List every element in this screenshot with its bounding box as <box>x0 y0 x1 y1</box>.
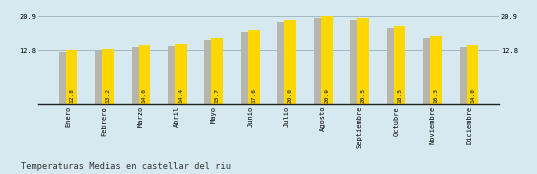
Bar <box>460 48 471 104</box>
Text: 14.0: 14.0 <box>470 88 475 103</box>
Bar <box>394 26 405 104</box>
Bar <box>175 44 187 104</box>
Text: 20.5: 20.5 <box>361 88 366 103</box>
Bar <box>59 53 70 104</box>
Bar <box>248 30 259 104</box>
Text: 14.0: 14.0 <box>142 88 147 103</box>
Bar <box>357 18 369 104</box>
Bar <box>350 20 362 104</box>
Text: 20.9: 20.9 <box>324 88 329 103</box>
Text: Temperaturas Medias en castellar del riu: Temperaturas Medias en castellar del riu <box>21 161 231 171</box>
Bar <box>467 45 478 104</box>
Bar <box>205 40 216 104</box>
Bar <box>321 16 332 104</box>
Bar <box>241 32 252 104</box>
Bar <box>278 22 289 104</box>
Text: 20.0: 20.0 <box>288 88 293 103</box>
Bar <box>168 46 180 104</box>
Text: 16.3: 16.3 <box>433 88 439 103</box>
Bar <box>102 49 114 104</box>
Bar <box>212 38 223 104</box>
Text: 18.5: 18.5 <box>397 88 402 103</box>
Bar <box>139 45 150 104</box>
Text: 13.2: 13.2 <box>105 88 111 103</box>
Text: 12.8: 12.8 <box>69 88 74 103</box>
Text: 14.4: 14.4 <box>178 88 183 103</box>
Text: 17.6: 17.6 <box>251 88 256 103</box>
Bar <box>430 36 442 104</box>
Bar <box>132 48 143 104</box>
Bar <box>423 38 435 104</box>
Bar <box>387 28 398 104</box>
Bar <box>66 50 77 104</box>
Bar <box>285 20 296 104</box>
Bar <box>314 18 325 104</box>
Text: 15.7: 15.7 <box>215 88 220 103</box>
Bar <box>95 51 107 104</box>
